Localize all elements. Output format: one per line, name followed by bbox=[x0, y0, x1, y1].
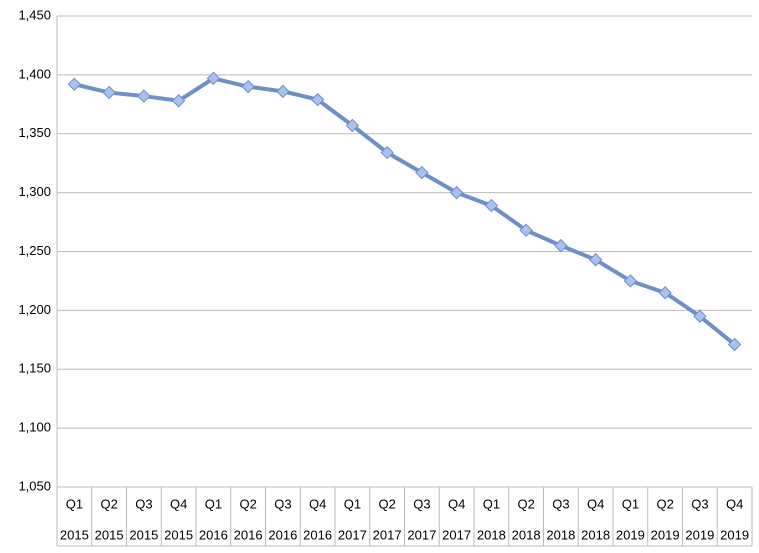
marker bbox=[380, 145, 394, 160]
x-tick-label: Q2 bbox=[378, 496, 395, 511]
x-tick-label: Q3 bbox=[135, 496, 152, 511]
x-tick-label: Q4 bbox=[170, 496, 187, 511]
x-tick-label-year: 2017 bbox=[373, 527, 402, 542]
x-tick-label-year: 2015 bbox=[164, 527, 193, 542]
x-tick-label-year: 2019 bbox=[685, 527, 714, 542]
x-tick-label-year: 2016 bbox=[199, 527, 228, 542]
x-tick-label: Q2 bbox=[100, 496, 117, 511]
marker bbox=[276, 84, 290, 99]
y-tick-label: 1,250 bbox=[18, 243, 51, 258]
y-tick-label: 1,050 bbox=[18, 478, 51, 493]
x-tick-label: Q2 bbox=[239, 496, 256, 511]
x-tick-label: Q3 bbox=[274, 496, 291, 511]
marker bbox=[484, 198, 499, 213]
x-tick-label-year: 2018 bbox=[512, 527, 541, 542]
x-tick-label-year: 2019 bbox=[651, 527, 680, 542]
marker bbox=[137, 89, 151, 103]
line bbox=[73, 76, 736, 347]
x-tick-label: Q3 bbox=[413, 496, 430, 511]
y-tick-label: 1,100 bbox=[18, 420, 51, 435]
y-tick-label: 1,200 bbox=[18, 302, 51, 317]
x-tick-label-year: 2015 bbox=[60, 527, 89, 542]
x-tick-label-year: 2018 bbox=[477, 527, 506, 542]
x-tick-label-year: 2019 bbox=[616, 527, 645, 542]
y-tick-label: 1,350 bbox=[18, 125, 51, 140]
x-tick-label-year: 2017 bbox=[442, 527, 471, 542]
marker bbox=[345, 118, 360, 133]
x-tick-label-year: 2019 bbox=[720, 527, 749, 542]
x-tick-label: Q1 bbox=[66, 496, 83, 511]
x-tick-label-year: 2016 bbox=[234, 527, 263, 542]
y-tick-label: 1,400 bbox=[18, 66, 51, 81]
x-tick-label: Q1 bbox=[483, 496, 500, 511]
x-tick-label: Q4 bbox=[309, 496, 326, 511]
x-tick-label-year: 2015 bbox=[95, 527, 124, 542]
x-tick-label: Q3 bbox=[552, 496, 569, 511]
marker bbox=[415, 165, 429, 180]
x-tick-label-year: 2017 bbox=[407, 527, 436, 542]
x-tick-label: Q4 bbox=[587, 496, 604, 511]
x-tick-label: Q1 bbox=[344, 496, 361, 511]
marker bbox=[588, 253, 603, 267]
x-tick-label: Q4 bbox=[448, 496, 465, 511]
marker bbox=[519, 223, 533, 238]
marker bbox=[241, 79, 255, 94]
marker bbox=[310, 92, 325, 107]
marker bbox=[693, 309, 707, 323]
x-tick-label-year: 2016 bbox=[303, 527, 332, 542]
marker bbox=[658, 286, 672, 300]
x-tick-label-year: 2017 bbox=[338, 527, 367, 542]
x-tick-label-year: 2018 bbox=[546, 527, 575, 542]
x-tick-label: Q2 bbox=[656, 496, 673, 511]
x-tick-label-year: 2018 bbox=[581, 527, 610, 542]
y-tick-label: 1,450 bbox=[18, 7, 51, 22]
marker bbox=[206, 71, 221, 86]
marker bbox=[449, 185, 464, 200]
x-tick-label: Q1 bbox=[205, 496, 222, 511]
x-tick-label: Q3 bbox=[691, 496, 708, 511]
x-tick-label-year: 2016 bbox=[268, 527, 297, 542]
x-tick-label: Q2 bbox=[517, 496, 534, 511]
y-tick-label: 1,150 bbox=[18, 361, 51, 376]
y-tick-label: 1,300 bbox=[18, 184, 51, 199]
marker bbox=[623, 274, 638, 288]
marker bbox=[102, 85, 116, 100]
x-tick-label: Q4 bbox=[726, 496, 743, 511]
marker bbox=[727, 337, 742, 352]
marker bbox=[67, 77, 82, 92]
marker bbox=[554, 238, 568, 253]
x-tick-label-year: 2015 bbox=[129, 527, 158, 542]
x-tick-label: Q1 bbox=[622, 496, 639, 511]
marker bbox=[171, 94, 186, 108]
